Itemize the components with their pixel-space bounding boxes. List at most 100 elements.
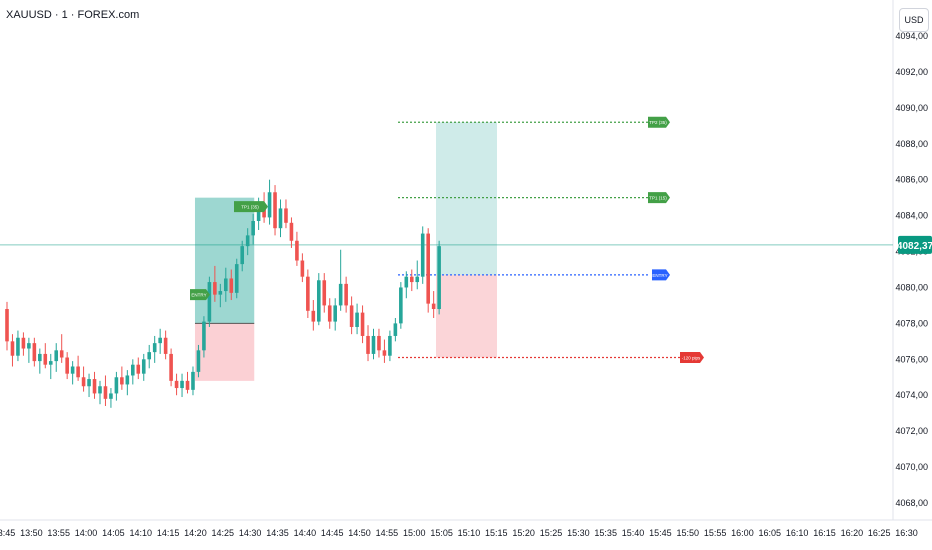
trade1-entry-tag-shape bbox=[190, 289, 210, 301]
x-tick-label: 15:25 bbox=[540, 528, 563, 538]
x-tick-label: 14:40 bbox=[294, 528, 317, 538]
y-tick-label: 4080,00 bbox=[895, 282, 928, 292]
candle-body bbox=[267, 192, 272, 218]
entry-tag-shape bbox=[652, 269, 670, 281]
candle-body bbox=[70, 366, 75, 374]
x-tick-label: 15:35 bbox=[594, 528, 617, 538]
candle-body bbox=[158, 337, 162, 344]
x-tick-label: 16:20 bbox=[841, 528, 864, 538]
candle-body bbox=[399, 287, 403, 324]
sl-tag-shape bbox=[680, 352, 704, 364]
x-tick-label: 14:45 bbox=[321, 528, 344, 538]
candle-body bbox=[360, 312, 365, 336]
x-tick-label: 14:35 bbox=[266, 528, 289, 538]
candle-body bbox=[322, 280, 327, 306]
x-tick-label: 15:15 bbox=[485, 528, 508, 538]
candle-body bbox=[32, 343, 37, 362]
candle-body bbox=[109, 393, 113, 399]
x-tick-label: 15:40 bbox=[622, 528, 645, 538]
candle-body bbox=[388, 335, 392, 356]
trade1-entry-tag-text: ENTRY bbox=[191, 293, 206, 298]
x-tick-label: 15:50 bbox=[676, 528, 699, 538]
candle-body bbox=[289, 222, 294, 241]
candle-body bbox=[327, 305, 332, 322]
trade2-loss-zone bbox=[436, 274, 497, 358]
x-tick-label: 14:15 bbox=[157, 528, 180, 538]
candle-body bbox=[245, 235, 250, 247]
x-tick-label: 15:45 bbox=[649, 528, 672, 538]
trade1-profit-zone bbox=[194, 197, 255, 324]
candle-body bbox=[349, 305, 354, 327]
candle-body bbox=[114, 377, 119, 394]
candle-body bbox=[16, 337, 20, 356]
candle-body bbox=[27, 343, 31, 349]
candle-body bbox=[174, 380, 179, 389]
x-tick-label: 14:30 bbox=[239, 528, 262, 538]
x-tick-label: 14:20 bbox=[184, 528, 207, 538]
candle-body bbox=[437, 246, 441, 310]
tp1-tag: TP1 (15) bbox=[648, 192, 670, 204]
candle-body bbox=[218, 291, 223, 295]
candle-body bbox=[169, 353, 173, 381]
candle-body bbox=[147, 352, 152, 360]
candle-body bbox=[377, 335, 381, 351]
candle-body bbox=[273, 192, 277, 229]
candle-body bbox=[191, 371, 195, 390]
candle-body bbox=[393, 323, 398, 336]
candle-body bbox=[59, 350, 64, 358]
candle-body bbox=[355, 312, 359, 327]
y-tick-label: 4074,00 bbox=[895, 390, 928, 400]
candle-body bbox=[426, 233, 430, 304]
entry-tag-text: ENTRY bbox=[652, 273, 667, 278]
candle-body bbox=[382, 350, 387, 356]
x-tick-label: 13:50 bbox=[20, 528, 43, 538]
y-tick-label: 4072,00 bbox=[895, 426, 928, 436]
candle-body bbox=[229, 278, 234, 293]
x-tick-label: 15:30 bbox=[567, 528, 590, 538]
candle-body bbox=[338, 283, 343, 306]
candle-body bbox=[38, 353, 42, 362]
x-tick-label: 16:05 bbox=[759, 528, 782, 538]
trade1-tp-tag-shape bbox=[234, 201, 268, 213]
candle-body bbox=[404, 276, 409, 288]
x-tick-label: 14:25 bbox=[212, 528, 235, 538]
candle-body bbox=[185, 380, 190, 390]
x-tick-label: 14:55 bbox=[376, 528, 399, 538]
candle-body bbox=[65, 357, 69, 374]
candle-body bbox=[431, 303, 436, 310]
trade1-tp-tag: TP1 (35) bbox=[234, 201, 268, 213]
tp2-tag-text: TP2 (35) bbox=[649, 120, 667, 125]
x-tick-label: 15:00 bbox=[403, 528, 426, 538]
candle-body bbox=[366, 335, 370, 354]
candle-body bbox=[180, 380, 184, 389]
candle-body bbox=[141, 359, 146, 374]
candle-body bbox=[54, 350, 59, 362]
x-tick-label: 16:30 bbox=[895, 528, 918, 538]
currency-button[interactable]: USD bbox=[899, 8, 929, 32]
x-tick-label: 13:55 bbox=[47, 528, 70, 538]
tp1-tag-shape bbox=[648, 192, 670, 204]
candle-body bbox=[21, 337, 26, 349]
x-tick-label: 15:20 bbox=[512, 528, 535, 538]
candle-body bbox=[120, 377, 124, 385]
candle-body bbox=[415, 276, 420, 283]
x-tick-label: 15:10 bbox=[458, 528, 481, 538]
sl-tag: -120 pips bbox=[680, 352, 704, 364]
candle-body bbox=[213, 282, 217, 295]
symbol-title: XAUUSD · 1 · FOREX.com bbox=[6, 9, 140, 21]
candle-body bbox=[152, 343, 157, 353]
candle-body bbox=[300, 260, 305, 277]
y-tick-label: 4070,00 bbox=[895, 462, 928, 472]
x-tick-label: 13:45 bbox=[0, 528, 15, 538]
sl-tag-text: -120 pips bbox=[682, 356, 701, 361]
candle-body bbox=[125, 375, 130, 385]
candle-body bbox=[251, 221, 255, 236]
y-tick-label: 4090,00 bbox=[895, 103, 928, 113]
x-tick-label: 16:00 bbox=[731, 528, 754, 538]
candle-body bbox=[295, 240, 299, 261]
y-tick-label: 4094,00 bbox=[895, 31, 928, 41]
current-price-label: 4082,37 bbox=[897, 241, 932, 252]
candle-body bbox=[5, 309, 9, 342]
y-tick-label: 4078,00 bbox=[895, 318, 928, 328]
